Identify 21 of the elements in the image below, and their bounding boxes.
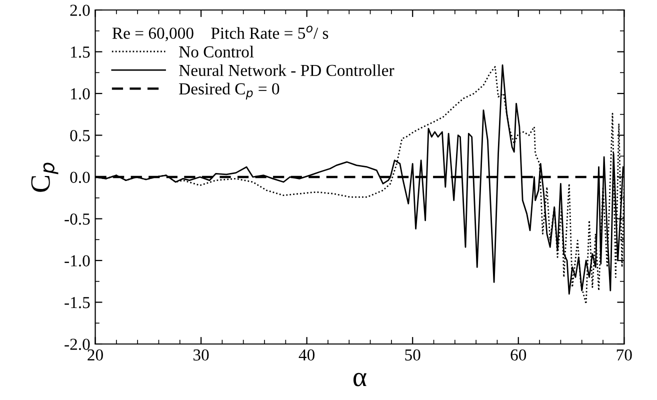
y-tick-label: -1.5 bbox=[64, 297, 90, 308]
y-tick-label: -1.0 bbox=[64, 255, 90, 267]
x-axis-title: α bbox=[353, 372, 366, 386]
y-axis-title: C$_{p}$ bbox=[31, 162, 58, 192]
legend-title: Re = 60,000 Pitch Rate = 5$^{o}$/ s bbox=[112, 26, 328, 42]
legend-label: Desired C$_{p}$ = 0 bbox=[179, 82, 280, 100]
legend-label: Neural Network - PD Controller bbox=[179, 64, 394, 76]
x-tick-label: 70 bbox=[616, 349, 632, 361]
x-tick-label: 50 bbox=[405, 349, 420, 361]
x-tick-label: 60 bbox=[510, 349, 526, 361]
y-tick-label: 1.5 bbox=[71, 46, 90, 58]
legend-label: No Control bbox=[179, 46, 254, 58]
y-tick-label: -2.0 bbox=[64, 338, 90, 350]
x-tick-label: 30 bbox=[194, 349, 209, 361]
x-tick-label: 20 bbox=[88, 349, 103, 361]
y-tick-label: 0.5 bbox=[70, 130, 90, 142]
y-tick-label: 2.0 bbox=[70, 4, 90, 16]
y-tick-label: -0.5 bbox=[64, 213, 90, 225]
y-tick-label: 0.0 bbox=[70, 172, 90, 184]
y-tick-label: 1.0 bbox=[71, 88, 90, 100]
x-tick-label: 40 bbox=[298, 349, 315, 361]
